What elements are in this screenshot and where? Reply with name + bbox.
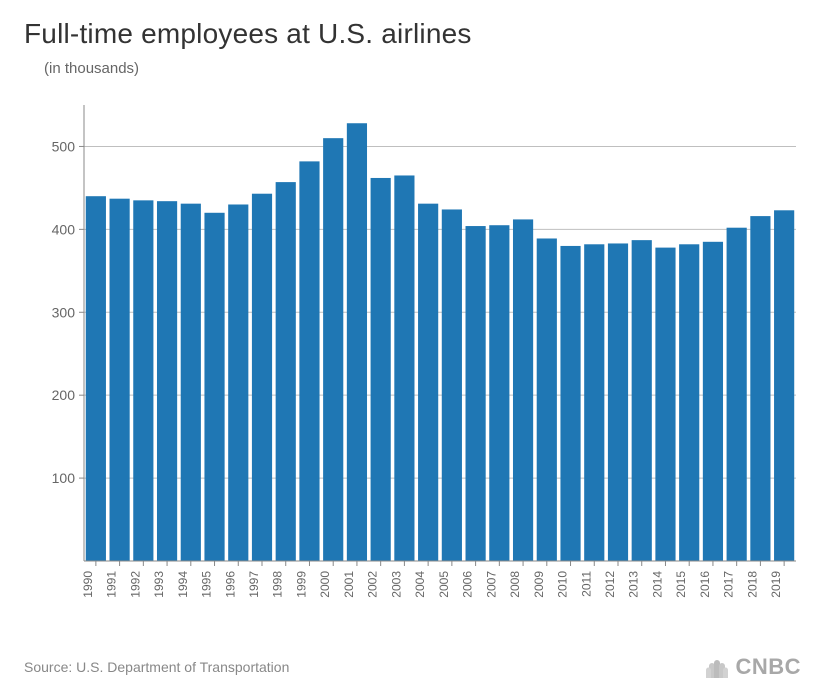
x-tick-label: 1996 [223,571,237,598]
x-tick-label: 2002 [366,571,380,598]
x-tick-label: 1998 [271,571,285,598]
bar [608,243,628,561]
bar [347,123,367,561]
chart-subtitle: (in thousands) [44,60,801,77]
x-tick-label: 2001 [342,571,356,598]
x-tick-label: 2008 [508,571,522,598]
bar [750,216,770,561]
bar [323,138,343,561]
y-tick-label: 100 [52,470,76,486]
x-tick-label: 2018 [745,571,759,598]
bar [394,175,414,561]
bar [371,178,391,561]
x-tick-label: 2017 [722,571,736,598]
bar [632,240,652,561]
bar [181,204,201,561]
chart-area: 100 200 300 400 500 1990 1991 1992 1993 1994 1995 1… [38,97,801,617]
y-tick-label: 200 [52,387,76,403]
bar [584,244,604,561]
bar [560,246,580,561]
bar [537,238,557,561]
x-tick-label: 2013 [627,571,641,598]
x-tick-label: 2010 [556,571,570,598]
x-tick-label: 2004 [413,571,427,598]
x-tick-label: 1993 [152,571,166,598]
bar [513,219,533,561]
bar [276,182,296,561]
bar [157,201,177,561]
x-tick-label: 2012 [603,571,617,598]
bar [252,194,272,561]
bar [774,210,794,561]
bar-chart-svg: 100 200 300 400 500 1990 1991 1992 1993 1994 1995 1… [38,97,808,617]
bar [727,228,747,561]
bar [466,226,486,561]
x-tick-label: 1999 [294,571,308,598]
x-tick-label: 2003 [389,571,403,598]
x-tick-label: 2014 [650,571,664,598]
y-tick-label: 500 [52,138,76,154]
x-tick-label: 2005 [437,571,451,598]
y-tick-label: 300 [52,304,76,320]
x-tick-label: 1994 [176,571,190,598]
cnbc-logo: CNBC [705,654,801,680]
bar [442,209,462,561]
x-tick-label: 1995 [200,571,214,598]
bar [133,200,153,561]
bar [655,248,675,561]
bar [679,244,699,561]
bar [204,213,224,561]
bar [228,204,248,561]
y-tick-label: 400 [52,221,76,237]
x-tick-label: 1990 [81,571,95,598]
x-tick-label: 1992 [128,571,142,598]
x-tick-label: 2015 [674,571,688,598]
x-tick-label: 1997 [247,571,261,598]
chart-title: Full-time employees at U.S. airlines [24,18,801,50]
logo-text: CNBC [735,654,801,680]
bar [86,196,106,561]
bar [299,161,319,561]
x-tick-label: 2007 [484,571,498,598]
x-tick-label: 2016 [698,571,712,598]
bar [110,199,130,561]
x-tick-label: 2011 [579,571,593,597]
x-tick-label: 2019 [769,571,783,598]
chart-source: Source: U.S. Department of Transportatio… [24,659,289,675]
bar [489,225,509,561]
peacock-icon [705,656,731,678]
bar [703,242,723,561]
x-tick-label: 1991 [105,571,119,598]
x-tick-label: 2009 [532,571,546,598]
x-tick-label: 2000 [318,571,332,598]
x-tick-label: 2006 [461,571,475,598]
bar [418,204,438,561]
